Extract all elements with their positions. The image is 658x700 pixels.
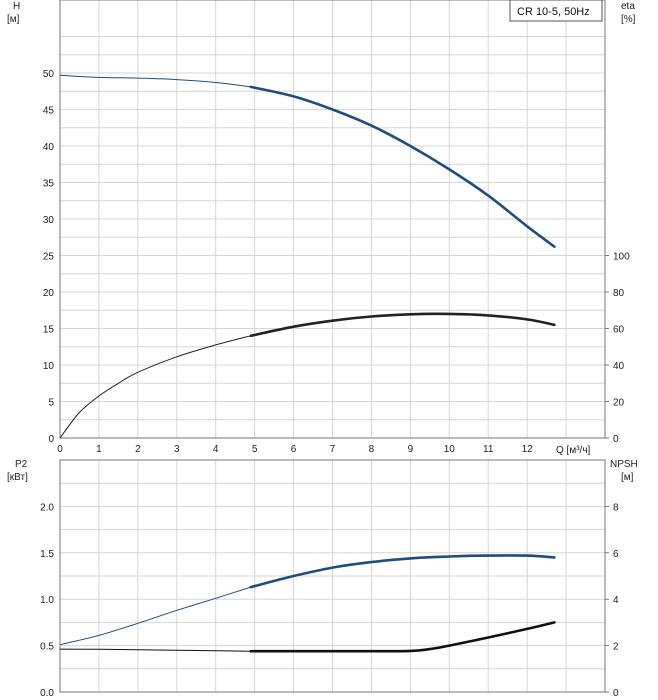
left-tick-label: 0 [48, 434, 54, 445]
head-axis-title: H [13, 1, 20, 12]
right-tick-label: 20 [613, 398, 625, 409]
right-tick-label: 40 [613, 361, 625, 372]
series-1-0-operating [249, 554, 556, 589]
npsh-axis-title: NPSH [610, 459, 638, 470]
left-tick-label: 30 [43, 215, 55, 226]
bottom-grid [60, 460, 605, 692]
series-0-0-extrapolated [59, 74, 251, 88]
right-tick-label: 4 [613, 595, 619, 606]
bottom-ticks: 0.0 0.5 1.0 1.5 2.0 0 2 4 6 8 [40, 502, 619, 699]
series-0-1-operating [249, 312, 556, 338]
power-axis-unit: [кВт] [7, 472, 28, 483]
series-1-1-operating [249, 621, 556, 653]
series-1-0-extrapolated [59, 586, 251, 646]
left-tick-label: 45 [43, 106, 55, 117]
bottom-panel: 0.0 0.5 1.0 1.5 2.0 0 2 4 6 8 P2 [кВт] NPSH [м] [7, 459, 638, 699]
x-tick-label: 7 [330, 444, 336, 455]
flow-axis-title: Q [м³/ч] [556, 445, 591, 456]
left-tick-label: 20 [43, 288, 55, 299]
left-tick-label: 0.0 [40, 688, 54, 699]
x-tick-label: 0 [57, 444, 63, 455]
right-tick-label: 80 [613, 288, 625, 299]
top-plot-frame [59, 0, 606, 439]
x-tick-label: 10 [444, 444, 456, 455]
x-tick-label: 8 [369, 444, 375, 455]
x-tick-label: 1 [96, 444, 102, 455]
head-axis-unit: [м] [7, 14, 20, 25]
left-tick-label: 10 [43, 361, 55, 372]
series-0-1-extrapolated [59, 335, 251, 439]
eta-axis-title: eta [621, 1, 635, 12]
left-tick-label: 2.0 [40, 502, 54, 513]
left-tick-label: 35 [43, 179, 55, 190]
top-series-group [59, 74, 556, 439]
left-tick-label: 0.5 [40, 642, 54, 653]
bottom-plot-frame [59, 459, 606, 693]
npsh-axis-unit: [м] [621, 472, 634, 483]
legend-box [509, 0, 603, 22]
x-tick-label: 12 [522, 444, 534, 455]
eta-axis-unit: [%] [621, 14, 636, 25]
x-tick-label: 5 [252, 444, 258, 455]
right-tick-label: 100 [613, 252, 630, 263]
right-tick-label: 0 [613, 688, 619, 699]
left-tick-label: 40 [43, 142, 55, 153]
left-tick-label: 25 [43, 252, 55, 263]
right-tick-label: 0 [613, 434, 619, 445]
x-tick-label: 2 [135, 444, 141, 455]
top-grid [60, 0, 605, 438]
legend-label: CR 10-5, 50Hz [517, 6, 590, 18]
left-tick-label: 1.5 [40, 549, 54, 560]
left-tick-label: 15 [43, 325, 55, 336]
x-tick-label: 3 [174, 444, 180, 455]
right-tick-label: 8 [613, 502, 619, 513]
bottom-series-group [59, 554, 556, 653]
left-tick-label: 50 [43, 69, 55, 80]
x-tick-label: 4 [213, 444, 219, 455]
series-1-1-extrapolated [59, 648, 251, 652]
x-tick-label: 6 [291, 444, 297, 455]
power-axis-title: P2 [15, 459, 28, 470]
right-tick-label: 2 [613, 642, 619, 653]
right-tick-label: 6 [613, 549, 619, 560]
left-tick-label: 5 [48, 398, 54, 409]
left-tick-label: 1.0 [40, 595, 54, 606]
x-tick-label: 11 [483, 444, 494, 455]
x-tick-label: 9 [408, 444, 414, 455]
series-0-0-operating [249, 85, 556, 248]
right-tick-label: 60 [613, 325, 625, 336]
